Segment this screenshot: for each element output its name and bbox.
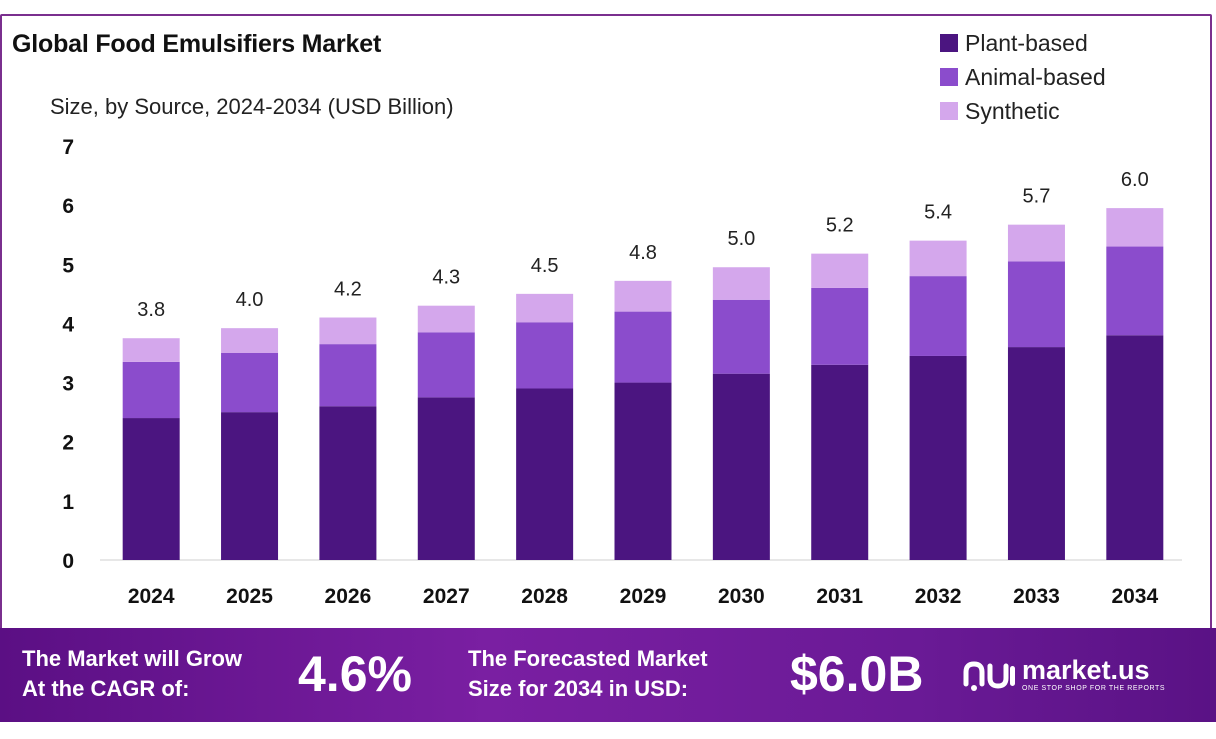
bar-total-label: 4.3 bbox=[432, 267, 460, 289]
cagr-label-line2: At the CAGR of: bbox=[22, 676, 190, 701]
bar-total-label: 5.7 bbox=[1023, 186, 1051, 208]
legend-label-synthetic: Synthetic bbox=[965, 97, 1060, 124]
x-tick-label: 2026 bbox=[325, 585, 372, 608]
chart-subtitle: Size, by Source, 2024-2034 (USD Billion) bbox=[50, 94, 454, 119]
bar-segment-synthetic bbox=[221, 328, 279, 353]
forecast-label-line2: Size for 2034 in USD: bbox=[468, 676, 689, 701]
bar-segment-plant-based bbox=[1106, 335, 1164, 560]
cagr-value: 4.6% bbox=[298, 646, 412, 702]
legend-item-synthetic: Synthetic bbox=[940, 94, 1106, 128]
bar-segment-plant-based bbox=[1007, 347, 1065, 560]
bar-segment-plant-based bbox=[811, 364, 869, 560]
bar-segment-synthetic bbox=[417, 305, 475, 333]
footer-banner: The Market will Grow At the CAGR of: 4.6… bbox=[0, 628, 1216, 722]
legend-item-plant-based: Plant-based bbox=[940, 26, 1106, 60]
legend-swatch-animal-based bbox=[940, 68, 958, 86]
bar-segment-animal-based bbox=[1106, 246, 1164, 336]
legend-swatch-synthetic bbox=[940, 102, 958, 120]
bar-segment-plant-based bbox=[516, 388, 574, 560]
bar-segment-animal-based bbox=[319, 344, 377, 407]
bar-total-label: 5.0 bbox=[727, 228, 755, 250]
legend-item-animal-based: Animal-based bbox=[940, 60, 1106, 94]
bar-segment-plant-based bbox=[909, 355, 967, 560]
bar-segment-synthetic bbox=[516, 293, 574, 323]
x-tick-label: 2028 bbox=[521, 585, 568, 608]
bar-segment-synthetic bbox=[319, 317, 377, 345]
y-tick-label: 3 bbox=[62, 373, 74, 396]
brand-name: market.us bbox=[1022, 655, 1150, 685]
bar-segment-animal-based bbox=[221, 353, 279, 413]
bar-segment-animal-based bbox=[417, 332, 475, 398]
bar-total-label: 4.5 bbox=[531, 255, 559, 277]
bar-segment-synthetic bbox=[122, 338, 180, 362]
stacked-bar-chart: 0 1 2 3 4 5 6 7 3.8 2024 4.0 2025 4.2 2026 4.3 2027 4.5 2… bbox=[62, 136, 1182, 608]
legend-label-animal-based: Animal-based bbox=[965, 63, 1106, 90]
bar-segment-animal-based bbox=[811, 287, 869, 365]
bar-segment-animal-based bbox=[712, 299, 770, 374]
chart-title: Global Food Emulsifiers Market bbox=[12, 30, 382, 58]
x-tick-label: 2027 bbox=[423, 585, 470, 608]
brand-tagline: ONE STOP SHOP FOR THE REPORTS bbox=[1022, 685, 1166, 692]
y-tick-label: 7 bbox=[62, 136, 74, 159]
bar-segment-plant-based bbox=[712, 373, 770, 560]
bar-total-label: 5.2 bbox=[826, 215, 854, 237]
y-tick-label: 6 bbox=[62, 195, 74, 218]
bar-segment-synthetic bbox=[811, 253, 869, 288]
bar-total-label: 4.0 bbox=[236, 289, 264, 311]
bar-segment-synthetic bbox=[614, 280, 672, 312]
legend: Plant-based Animal-based Synthetic bbox=[940, 26, 1106, 128]
bar-segment-plant-based bbox=[221, 412, 279, 560]
bar-segment-synthetic bbox=[1007, 224, 1065, 262]
market-us-logo-icon bbox=[963, 660, 1015, 691]
bar-segment-plant-based bbox=[417, 397, 475, 560]
bar-segment-plant-based bbox=[319, 406, 377, 560]
x-tick-label: 2032 bbox=[915, 585, 962, 608]
bar-segment-animal-based bbox=[516, 322, 574, 389]
bar-segment-plant-based bbox=[122, 418, 180, 560]
x-tick-label: 2031 bbox=[816, 585, 863, 608]
bar-total-label: 5.4 bbox=[924, 202, 952, 224]
x-tick-label: 2025 bbox=[226, 585, 273, 608]
bar-segment-animal-based bbox=[909, 276, 967, 356]
bar-total-label: 4.2 bbox=[334, 279, 362, 301]
x-tick-label: 2033 bbox=[1013, 585, 1060, 608]
brand-logo: market.us ONE STOP SHOP FOR THE REPORTS bbox=[962, 656, 1165, 693]
bar-segment-animal-based bbox=[1007, 261, 1065, 348]
legend-swatch-plant-based bbox=[940, 34, 958, 52]
cagr-label-line1: The Market will Grow bbox=[22, 646, 243, 671]
bar-segment-animal-based bbox=[614, 311, 672, 383]
y-tick-label: 0 bbox=[62, 550, 74, 573]
bar-segment-animal-based bbox=[122, 361, 180, 419]
bar-segment-plant-based bbox=[614, 382, 672, 560]
legend-label-plant-based: Plant-based bbox=[965, 29, 1088, 56]
bar-segment-synthetic bbox=[1106, 208, 1164, 247]
x-tick-label: 2030 bbox=[718, 585, 765, 608]
bar-total-label: 3.8 bbox=[137, 299, 165, 321]
y-tick-label: 2 bbox=[62, 432, 74, 455]
bar-total-label: 4.8 bbox=[629, 242, 657, 264]
bar-segment-synthetic bbox=[909, 240, 967, 277]
bar-total-label: 6.0 bbox=[1121, 169, 1149, 191]
x-tick-label: 2029 bbox=[620, 585, 667, 608]
x-tick-label: 2024 bbox=[128, 585, 175, 608]
x-tick-label: 2034 bbox=[1111, 585, 1158, 608]
forecast-value: $6.0B bbox=[790, 646, 924, 702]
forecast-label-line1: The Forecasted Market bbox=[468, 646, 708, 671]
bar-segment-synthetic bbox=[712, 267, 770, 300]
y-tick-label: 4 bbox=[62, 313, 74, 336]
y-tick-label: 1 bbox=[62, 491, 74, 514]
y-tick-label: 5 bbox=[62, 254, 74, 277]
